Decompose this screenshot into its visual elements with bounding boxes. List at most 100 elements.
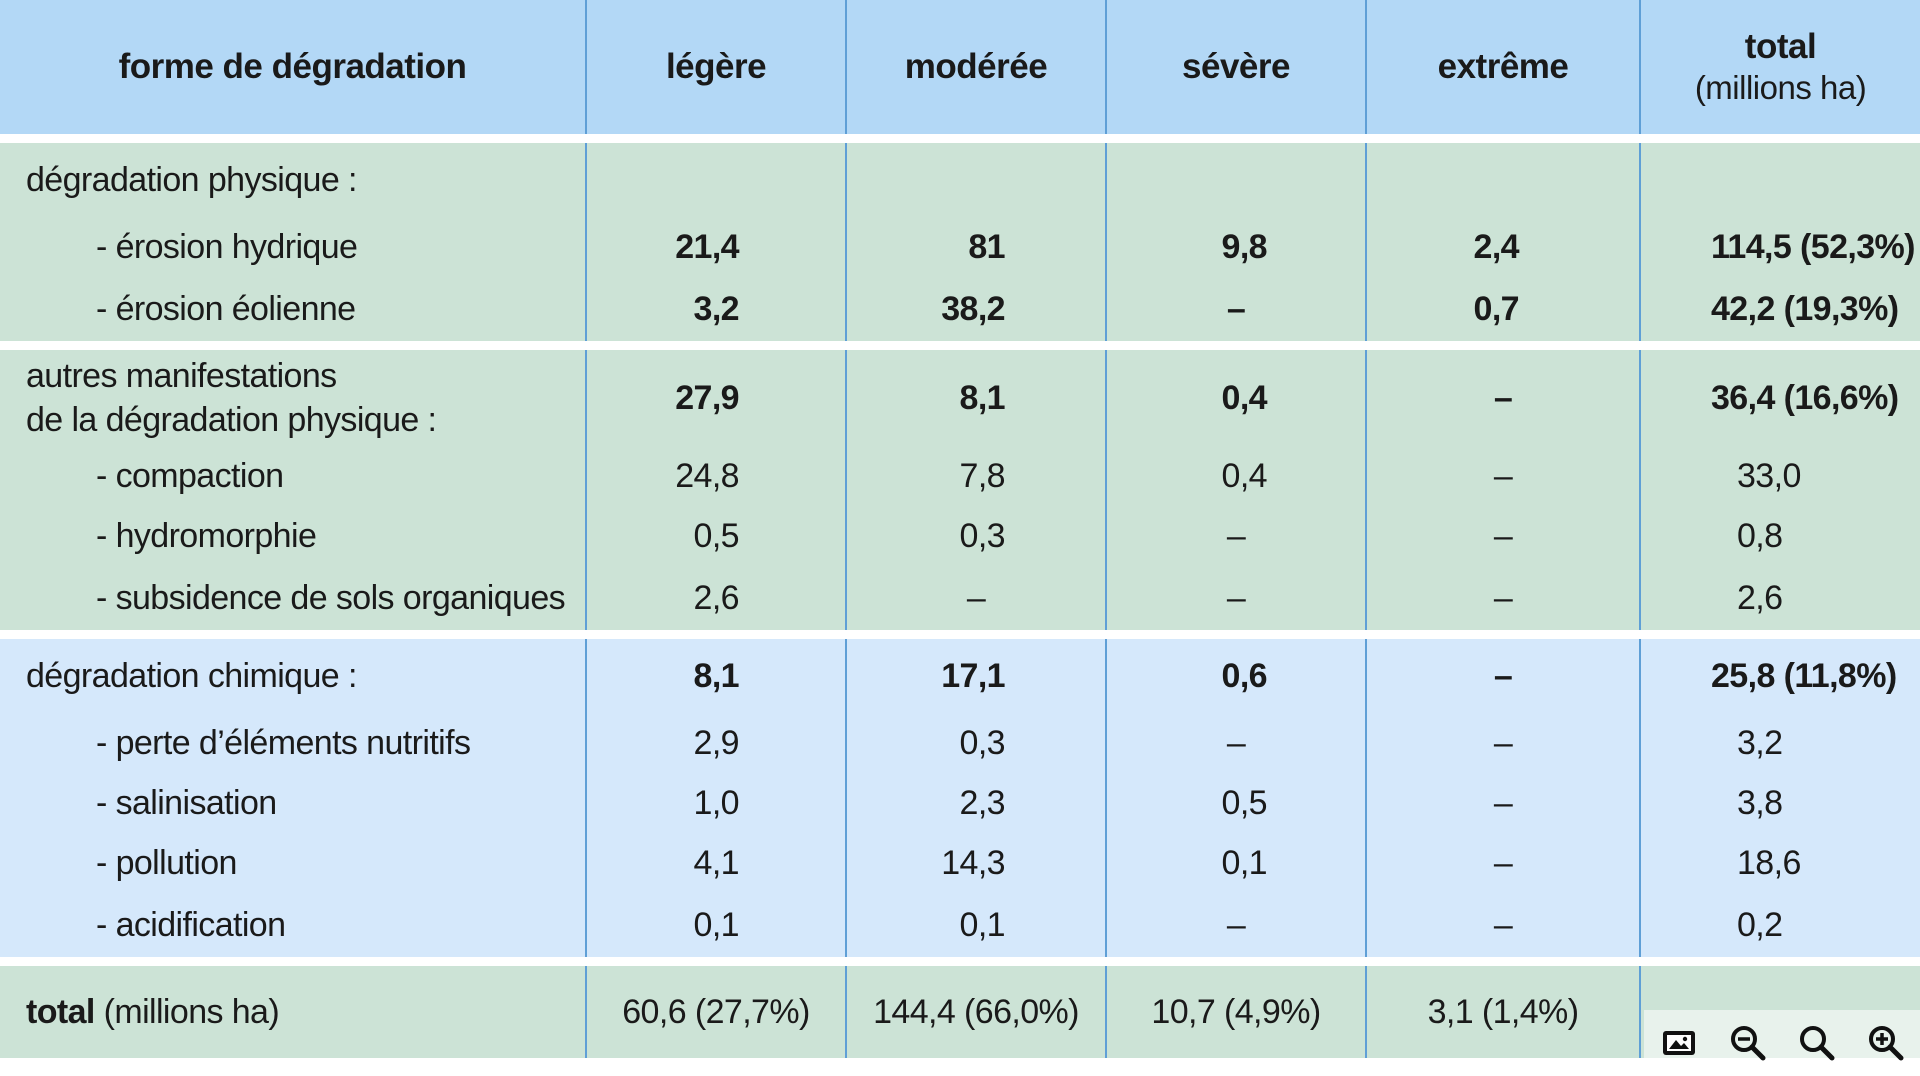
row-label: - compaction: [0, 446, 586, 506]
cell-extreme: –: [1365, 506, 1640, 566]
row-label-line1: autres manifestations: [26, 357, 337, 395]
cell-severe: 0,4: [1105, 345, 1366, 446]
header-moderee: modérée: [845, 0, 1106, 143]
cell-total: 0,2: [1639, 893, 1920, 966]
cell-moderee: –: [845, 566, 1106, 639]
cell-severe: 9,8: [1105, 217, 1366, 277]
row-label: - perte d’éléments nutritifs: [0, 713, 586, 773]
image-icon[interactable]: [1657, 1021, 1701, 1065]
cell-severe: –: [1105, 277, 1366, 350]
cell-moderee: 14,3: [845, 833, 1106, 893]
cell-moderee: 17,1: [845, 634, 1106, 713]
cell-legere: 21,4: [585, 217, 846, 277]
header-extreme: extrême: [1365, 0, 1640, 143]
cell-severe: 0,1: [1105, 833, 1366, 893]
cell-legere: 0,1: [585, 893, 846, 966]
cell-total: 3,2: [1639, 713, 1920, 773]
cell-extreme: –: [1365, 893, 1640, 966]
cell-legere: 8,1: [585, 634, 846, 713]
table-row: - érosion hydrique 21,4 81 9,8 2,4 114,5…: [0, 217, 1920, 277]
header-severe: sévère: [1105, 0, 1366, 143]
cell-extreme: 0,7: [1365, 277, 1640, 350]
row-label: - salinisation: [0, 773, 586, 833]
cell-extreme: –: [1365, 446, 1640, 506]
row-label: - érosion hydrique: [0, 217, 586, 277]
cell-extreme: –: [1365, 566, 1640, 639]
table-row: - compaction 24,8 7,8 0,4 – 33,0: [0, 446, 1920, 506]
group-header-physique: dégradation physique :: [0, 138, 1920, 217]
zoom-reset-icon[interactable]: [1795, 1021, 1839, 1065]
header-total: total (millions ha): [1639, 0, 1920, 143]
table-row: - perte d’éléments nutritifs 2,9 0,3 – –…: [0, 713, 1920, 773]
cell-legere: 3,2: [585, 277, 846, 350]
cell-severe: –: [1105, 713, 1366, 773]
cell-extreme: –: [1365, 634, 1640, 713]
cell-extreme: –: [1365, 773, 1640, 833]
table-row: - subsidence de sols organiques 2,6 – – …: [0, 566, 1920, 639]
row-label: dégradation chimique :: [0, 634, 586, 713]
cell-severe: –: [1105, 893, 1366, 966]
row-label: - subsidence de sols organiques: [0, 566, 586, 639]
cell-severe: 0,6: [1105, 634, 1366, 713]
cell-total: 3,8: [1639, 773, 1920, 833]
cell-total: 18,6: [1639, 833, 1920, 893]
cell-legere: 2,6: [585, 566, 846, 639]
cell-severe: –: [1105, 566, 1366, 639]
header-total-unit: (millions ha): [1694, 69, 1867, 106]
total-label: total (millions ha): [0, 961, 586, 1058]
total-label-bold: total: [26, 993, 95, 1031]
cell-total: 36,4 (16,6%): [1639, 345, 1920, 446]
total-row: total (millions ha) 60,6 (27,7%) 144,4 (…: [0, 961, 1920, 1058]
cell-total: 2,6: [1639, 566, 1920, 639]
total-severe: 10,7 (4,9%): [1105, 961, 1366, 1058]
table-row: - érosion éolienne 3,2 38,2 – 0,7 42,2 (…: [0, 277, 1920, 350]
cell-severe: 0,4: [1105, 446, 1366, 506]
cell-moderee: 7,8: [845, 446, 1106, 506]
table-row: - hydromorphie 0,5 0,3 – – 0,8: [0, 506, 1920, 566]
cell-legere: 1,0: [585, 773, 846, 833]
row-label: autres manifestations de la dégradation …: [0, 345, 586, 446]
cell-extreme: –: [1365, 713, 1640, 773]
cell-moderee: 2,3: [845, 773, 1106, 833]
row-label: - érosion éolienne: [0, 277, 586, 350]
cell-moderee: 0,3: [845, 713, 1106, 773]
cell-legere: 4,1: [585, 833, 846, 893]
cell-legere: 2,9: [585, 713, 846, 773]
group-header-autres: autres manifestations de la dégradation …: [0, 345, 1920, 446]
cell-extreme: –: [1365, 833, 1640, 893]
total-label-unit: (millions ha): [94, 993, 280, 1031]
table-row: - acidification 0,1 0,1 – – 0,2: [0, 893, 1920, 966]
total-extreme: 3,1 (1,4%): [1365, 961, 1640, 1058]
cell-severe: –: [1105, 506, 1366, 566]
cell-total: 0,8: [1639, 506, 1920, 566]
table-row: - pollution 4,1 14,3 0,1 – 18,6: [0, 833, 1920, 893]
cell-moderee: 0,1: [845, 893, 1106, 966]
header-row: forme de dégradation légère modérée sévè…: [0, 0, 1920, 143]
total-legere: 60,6 (27,7%): [585, 961, 846, 1058]
table-row: - salinisation 1,0 2,3 0,5 – 3,8: [0, 773, 1920, 833]
cell-legere: 24,8: [585, 446, 846, 506]
total-moderee: 144,4 (66,0%): [845, 961, 1106, 1058]
cell-extreme: –: [1365, 345, 1640, 446]
cell-total: 25,8 (11,8%): [1639, 634, 1920, 713]
cell-moderee: 81: [845, 217, 1106, 277]
zoom-out-icon[interactable]: [1726, 1021, 1770, 1065]
cell-severe: 0,5: [1105, 773, 1366, 833]
row-label: dégradation physique :: [0, 138, 586, 217]
cell-moderee: 8,1: [845, 345, 1106, 446]
row-label: - hydromorphie: [0, 506, 586, 566]
cell-total: 42,2 (19,3%): [1639, 277, 1920, 350]
header-legere: légère: [585, 0, 846, 143]
cell-moderee: 38,2: [845, 277, 1106, 350]
row-label-line2: de la dégradation physique :: [26, 401, 437, 439]
cell-legere: 0,5: [585, 506, 846, 566]
header-forme: forme de dégradation: [0, 0, 586, 143]
zoom-in-icon[interactable]: [1864, 1021, 1908, 1065]
cell-moderee: 0,3: [845, 506, 1106, 566]
cell-total: 114,5 (52,3%): [1639, 217, 1920, 277]
row-label: - acidification: [0, 893, 586, 966]
row-label: - pollution: [0, 833, 586, 893]
cell-extreme: 2,4: [1365, 217, 1640, 277]
